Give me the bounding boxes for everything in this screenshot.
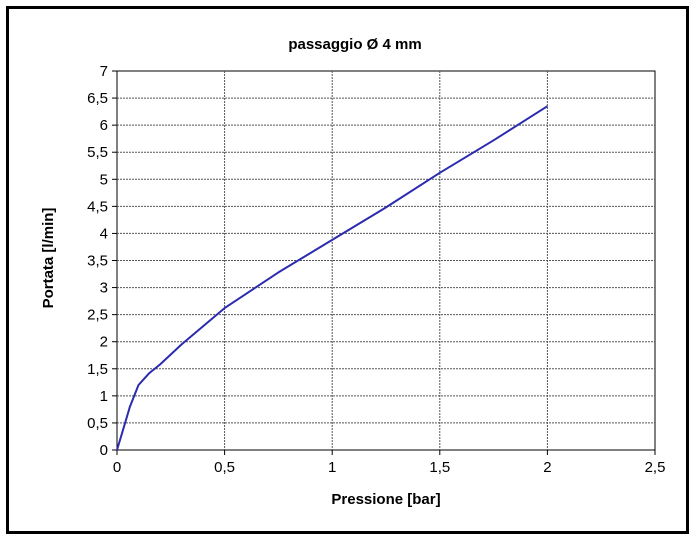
tick-marks [112, 70, 656, 455]
x-tick-label: 0,5 [214, 459, 235, 476]
y-axis-label: Portata [l/min] [40, 208, 57, 309]
y-tick-label: 1 [100, 388, 108, 405]
series-group [116, 105, 548, 451]
x-tick-label: 1 [328, 459, 336, 476]
y-tick-label: 7 [100, 63, 108, 80]
y-tick-label: 3,5 [87, 253, 108, 270]
x-tick-label: 0 [113, 459, 121, 476]
chart-title: passaggio Ø 4 mm [288, 36, 421, 53]
y-tick-label: 6,5 [87, 90, 108, 107]
x-tick-label: 1,5 [429, 459, 450, 476]
x-tick-label: 2,5 [645, 459, 666, 476]
y-tick-label: 5 [100, 171, 108, 188]
y-tick-label: 0,5 [87, 415, 108, 432]
y-tick-label: 2 [100, 334, 108, 351]
series-line [116, 105, 548, 451]
y-tick-label: 4,5 [87, 198, 108, 215]
y-tick-label: 5,5 [87, 144, 108, 161]
grid-lines [117, 71, 655, 450]
y-tick-label: 3 [100, 280, 108, 297]
y-tick-label: 6 [100, 117, 108, 134]
y-tick-label: 1,5 [87, 361, 108, 378]
y-tick-label: 2,5 [87, 307, 108, 324]
y-tick-label: 4 [100, 225, 108, 242]
tick-labels: 0 0,5 1 1,5 2 2,5 3 3,5 4 4,5 5 5,5 6 6,5 7 0 0,5 1 1,5 2 2,… [87, 63, 665, 476]
y-tick-label: 0 [100, 442, 108, 459]
x-axis-label: Pressione [bar] [331, 491, 440, 508]
x-tick-label: 2 [543, 459, 551, 476]
